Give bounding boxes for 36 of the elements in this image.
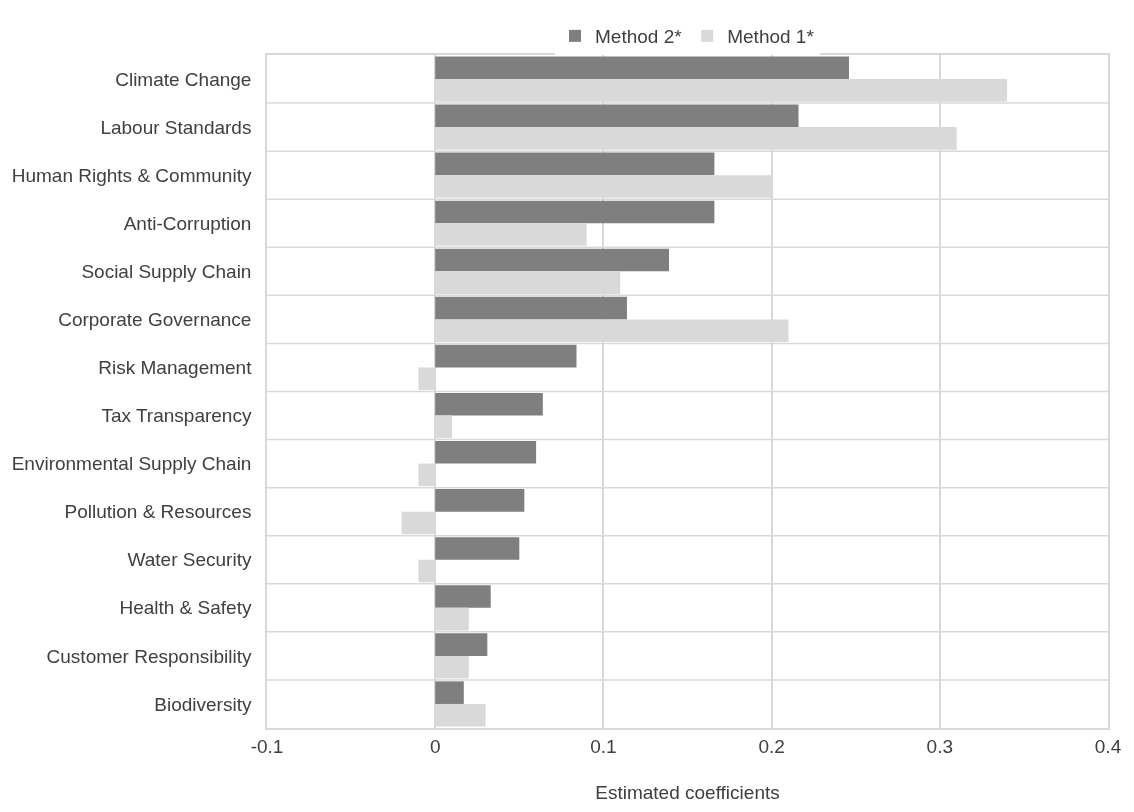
legend-label: Method 2*: [595, 26, 683, 48]
y-tick-label: Labour Standards: [100, 116, 252, 138]
x-tick-label: 0.3: [926, 735, 954, 757]
y-tick-label: Tax Transparency: [101, 405, 252, 427]
y-tick-label: Human Rights & Community: [11, 164, 252, 186]
x-tick-label: 0.2: [758, 735, 785, 757]
bar: [435, 344, 577, 368]
bar: [435, 200, 715, 224]
bar: [435, 152, 715, 176]
y-tick-label: Pollution & Resources: [64, 501, 252, 523]
legend-label: Method 1*: [727, 26, 815, 48]
y-tick-label: Climate Change: [115, 68, 252, 90]
y-tick-label: Customer Responsibility: [46, 645, 252, 667]
x-tick-label: 0.4: [1094, 735, 1122, 757]
y-tick-label: Environmental Supply Chain: [11, 453, 252, 475]
y-tick-label: Risk Management: [98, 357, 253, 379]
y-tick-label: Social Supply Chain: [81, 260, 252, 282]
y-tick-label: Water Security: [127, 549, 252, 571]
bar: [435, 296, 627, 320]
bar: [435, 248, 669, 272]
y-tick-label: Corporate Governance: [58, 309, 252, 331]
y-tick-label: Biodiversity: [154, 693, 252, 715]
bar: [435, 392, 543, 416]
bar: [435, 441, 537, 464]
bar: [435, 681, 464, 704]
bar: [435, 585, 491, 608]
bar: [435, 489, 525, 512]
x-tick-label: 0: [429, 735, 441, 757]
x-axis-title: Estimated coefficients: [595, 781, 780, 803]
bar: [435, 104, 799, 128]
bar: [435, 537, 520, 560]
y-tick-label: Anti-Corruption: [123, 212, 252, 234]
x-tick-label: 0.1: [590, 735, 617, 757]
x-tick-label: -0.1: [250, 735, 284, 757]
bar: [435, 633, 488, 656]
y-tick-label: Health & Safety: [119, 597, 252, 619]
